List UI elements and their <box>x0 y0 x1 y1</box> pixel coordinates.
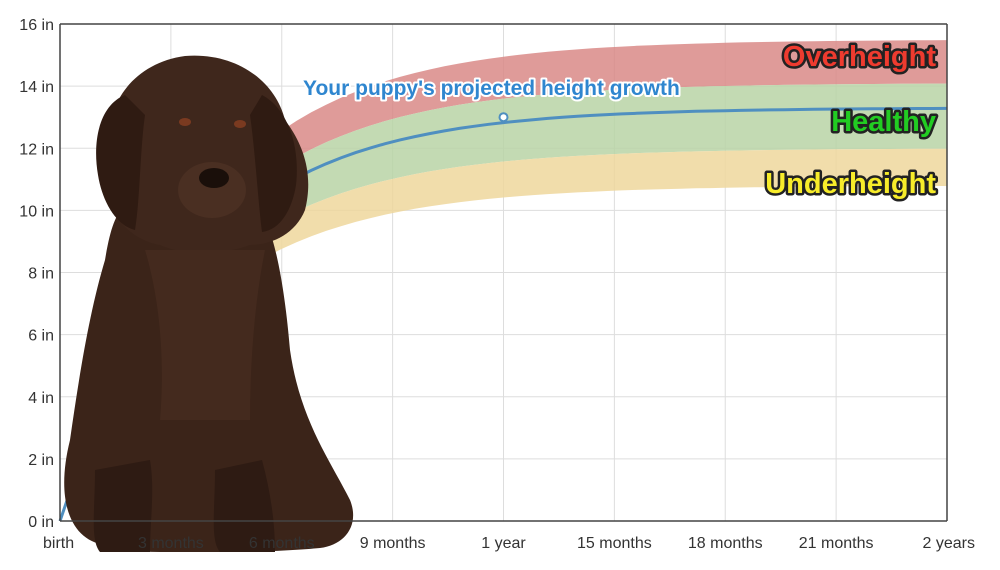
y-tick-label: 4 in <box>28 390 54 407</box>
projection-label: Your puppy's projected height growth <box>303 77 680 100</box>
band-underheight <box>60 148 947 521</box>
x-tick-label: 21 months <box>799 535 874 552</box>
y-tick-label: 0 in <box>28 514 54 531</box>
y-tick-label: 6 in <box>28 328 54 345</box>
x-tick-label: 1 year <box>481 535 526 552</box>
zone-label-underheight: Underheight <box>765 168 936 200</box>
projection-marker <box>498 112 509 123</box>
projection-series: Your puppy's projected height growth <box>58 75 948 522</box>
y-tick-label: 8 in <box>28 266 54 283</box>
y-tick-label: 10 in <box>19 203 54 220</box>
puppy-right-eye <box>234 120 246 128</box>
puppy-right-ear <box>250 95 297 232</box>
y-tick-label: 14 in <box>19 79 54 96</box>
y-tick-label: 2 in <box>28 452 54 469</box>
x-tick-label: 3 months <box>138 535 204 552</box>
zone-label-healthy: Healthy <box>831 106 936 138</box>
x-tick-label: birth <box>43 535 74 552</box>
x-tick-label: 6 months <box>249 535 315 552</box>
puppy-image <box>64 55 354 552</box>
y-tick-label: 12 in <box>19 141 54 158</box>
zone-labels: Overheight Healthy Underheight <box>763 39 939 203</box>
axes: 0 in 2 in 4 in 6 in 8 in 10 in 12 in 14 in 16 in… <box>19 17 975 552</box>
puppy-muzzle <box>178 162 246 218</box>
puppy-left-eye <box>179 118 191 126</box>
zone-label-overheight: Overheight <box>783 41 936 73</box>
y-tick-label: 16 in <box>19 17 54 34</box>
x-tick-label: 15 months <box>577 535 652 552</box>
x-tick-label: 2 years <box>923 535 975 552</box>
x-tick-label: 9 months <box>360 535 426 552</box>
puppy-chest-fur <box>145 250 265 420</box>
puppy-left-ear <box>96 95 145 230</box>
puppy-nose <box>199 168 229 188</box>
puppy-front-legs <box>93 460 275 552</box>
x-tick-label: 18 months <box>688 535 763 552</box>
